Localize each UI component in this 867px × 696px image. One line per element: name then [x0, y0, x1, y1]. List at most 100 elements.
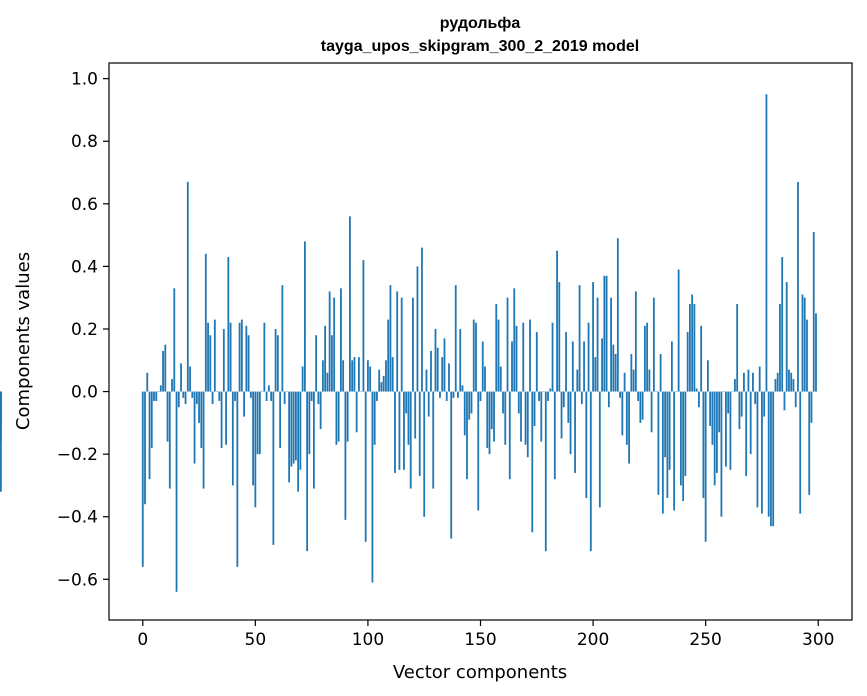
bar-13 [171, 379, 173, 392]
bar-200 [592, 282, 594, 392]
bar-76 [312, 391, 315, 489]
bar-240 [682, 391, 685, 502]
bar-213 [621, 391, 624, 436]
bar-124 [421, 247, 423, 392]
bar-239 [679, 391, 682, 486]
bar-98 [362, 260, 365, 392]
y-tick-label: 0.2 [71, 320, 98, 340]
bar-250 [704, 391, 707, 542]
bar-44 [240, 319, 243, 392]
bar-170 [524, 391, 527, 445]
bar-30 [209, 335, 212, 392]
bar-222 [641, 391, 644, 420]
bar-79 [319, 391, 322, 430]
bar-205 [603, 275, 606, 392]
bar-132 [439, 391, 441, 398]
bar-75 [310, 391, 313, 401]
bar-234 [668, 391, 671, 470]
bar-107 [382, 375, 385, 392]
bar-77 [315, 335, 318, 392]
y-axis: −0.6 −0.4 −0.2 0.0 0.2 0.4 0.6 0.8 1.0 [57, 70, 109, 590]
y-tick-label: 0.8 [71, 132, 98, 152]
bar-238 [677, 269, 680, 392]
bar-197 [585, 391, 588, 498]
bar-19 [184, 391, 187, 405]
bar-62 [281, 285, 284, 392]
bar-93 [351, 360, 354, 392]
bar-85 [333, 297, 336, 392]
bar-166 [515, 325, 518, 392]
bar-187 [562, 391, 565, 408]
bar-290 [794, 391, 797, 408]
bar-0 [141, 391, 144, 567]
bar-156 [493, 391, 495, 442]
bar-212 [619, 391, 621, 398]
bar-284 [781, 257, 784, 392]
bar-226 [650, 391, 653, 433]
bar-253 [711, 391, 714, 445]
bar-251 [707, 360, 709, 392]
bar-84 [331, 335, 333, 392]
bar-248 [700, 325, 703, 392]
bar-87 [337, 391, 340, 442]
bar-57 [270, 391, 273, 401]
bar-50 [254, 391, 257, 508]
bar-undefined [0, 391, 2, 442]
bar-58 [272, 391, 275, 545]
bar-4 [150, 391, 153, 448]
bar-96 [358, 357, 360, 392]
bar-131 [436, 347, 439, 392]
bar-61 [279, 391, 282, 448]
bar-184 [556, 250, 558, 392]
bar-136 [448, 363, 450, 392]
bar-232 [664, 391, 667, 458]
bar-49 [252, 391, 254, 486]
bar-66 [290, 391, 293, 467]
bar-146 [470, 391, 473, 414]
bar-281 [774, 379, 777, 392]
bar-181 [549, 388, 552, 392]
y-tick-label: 0.4 [71, 257, 98, 277]
bar-144 [466, 391, 468, 480]
bar-271 [752, 372, 754, 392]
bar-223 [643, 325, 646, 392]
bar-279 [770, 391, 772, 527]
bar-163 [508, 391, 511, 480]
bar-91 [346, 391, 349, 442]
bar-113 [396, 291, 399, 392]
bar-73 [306, 391, 309, 552]
bar-46 [245, 325, 248, 392]
bar-34 [218, 391, 221, 401]
y-tick-label: 0.6 [71, 195, 98, 215]
bar-143 [463, 391, 466, 436]
bar-188 [565, 332, 567, 392]
bar-297 [810, 391, 813, 423]
x-tick-label: 200 [577, 630, 609, 650]
bar-2 [146, 372, 149, 392]
bar-16 [177, 391, 180, 408]
x-axis-label: Vector components [393, 662, 567, 683]
bar-109 [387, 319, 390, 392]
bar-263 [734, 379, 736, 392]
bar-90 [344, 391, 347, 520]
bar-292 [799, 391, 802, 514]
bar-260 [727, 391, 730, 414]
bar-112 [394, 391, 396, 473]
bar-269 [747, 369, 750, 392]
bar-264 [736, 303, 739, 392]
bar-89 [342, 360, 345, 392]
bar-158 [497, 319, 500, 392]
bar-83 [328, 291, 331, 392]
bar-130 [434, 328, 437, 392]
bar-268 [745, 391, 748, 477]
bar-157 [495, 303, 498, 392]
bar-43 [238, 322, 241, 392]
bar-241 [684, 391, 687, 477]
bar-176 [538, 391, 540, 401]
bar-32 [213, 319, 216, 392]
bar-182 [551, 322, 554, 392]
bar-162 [506, 297, 509, 392]
bar-193 [576, 369, 579, 392]
bar-287 [788, 369, 790, 392]
bar-151 [481, 341, 484, 392]
